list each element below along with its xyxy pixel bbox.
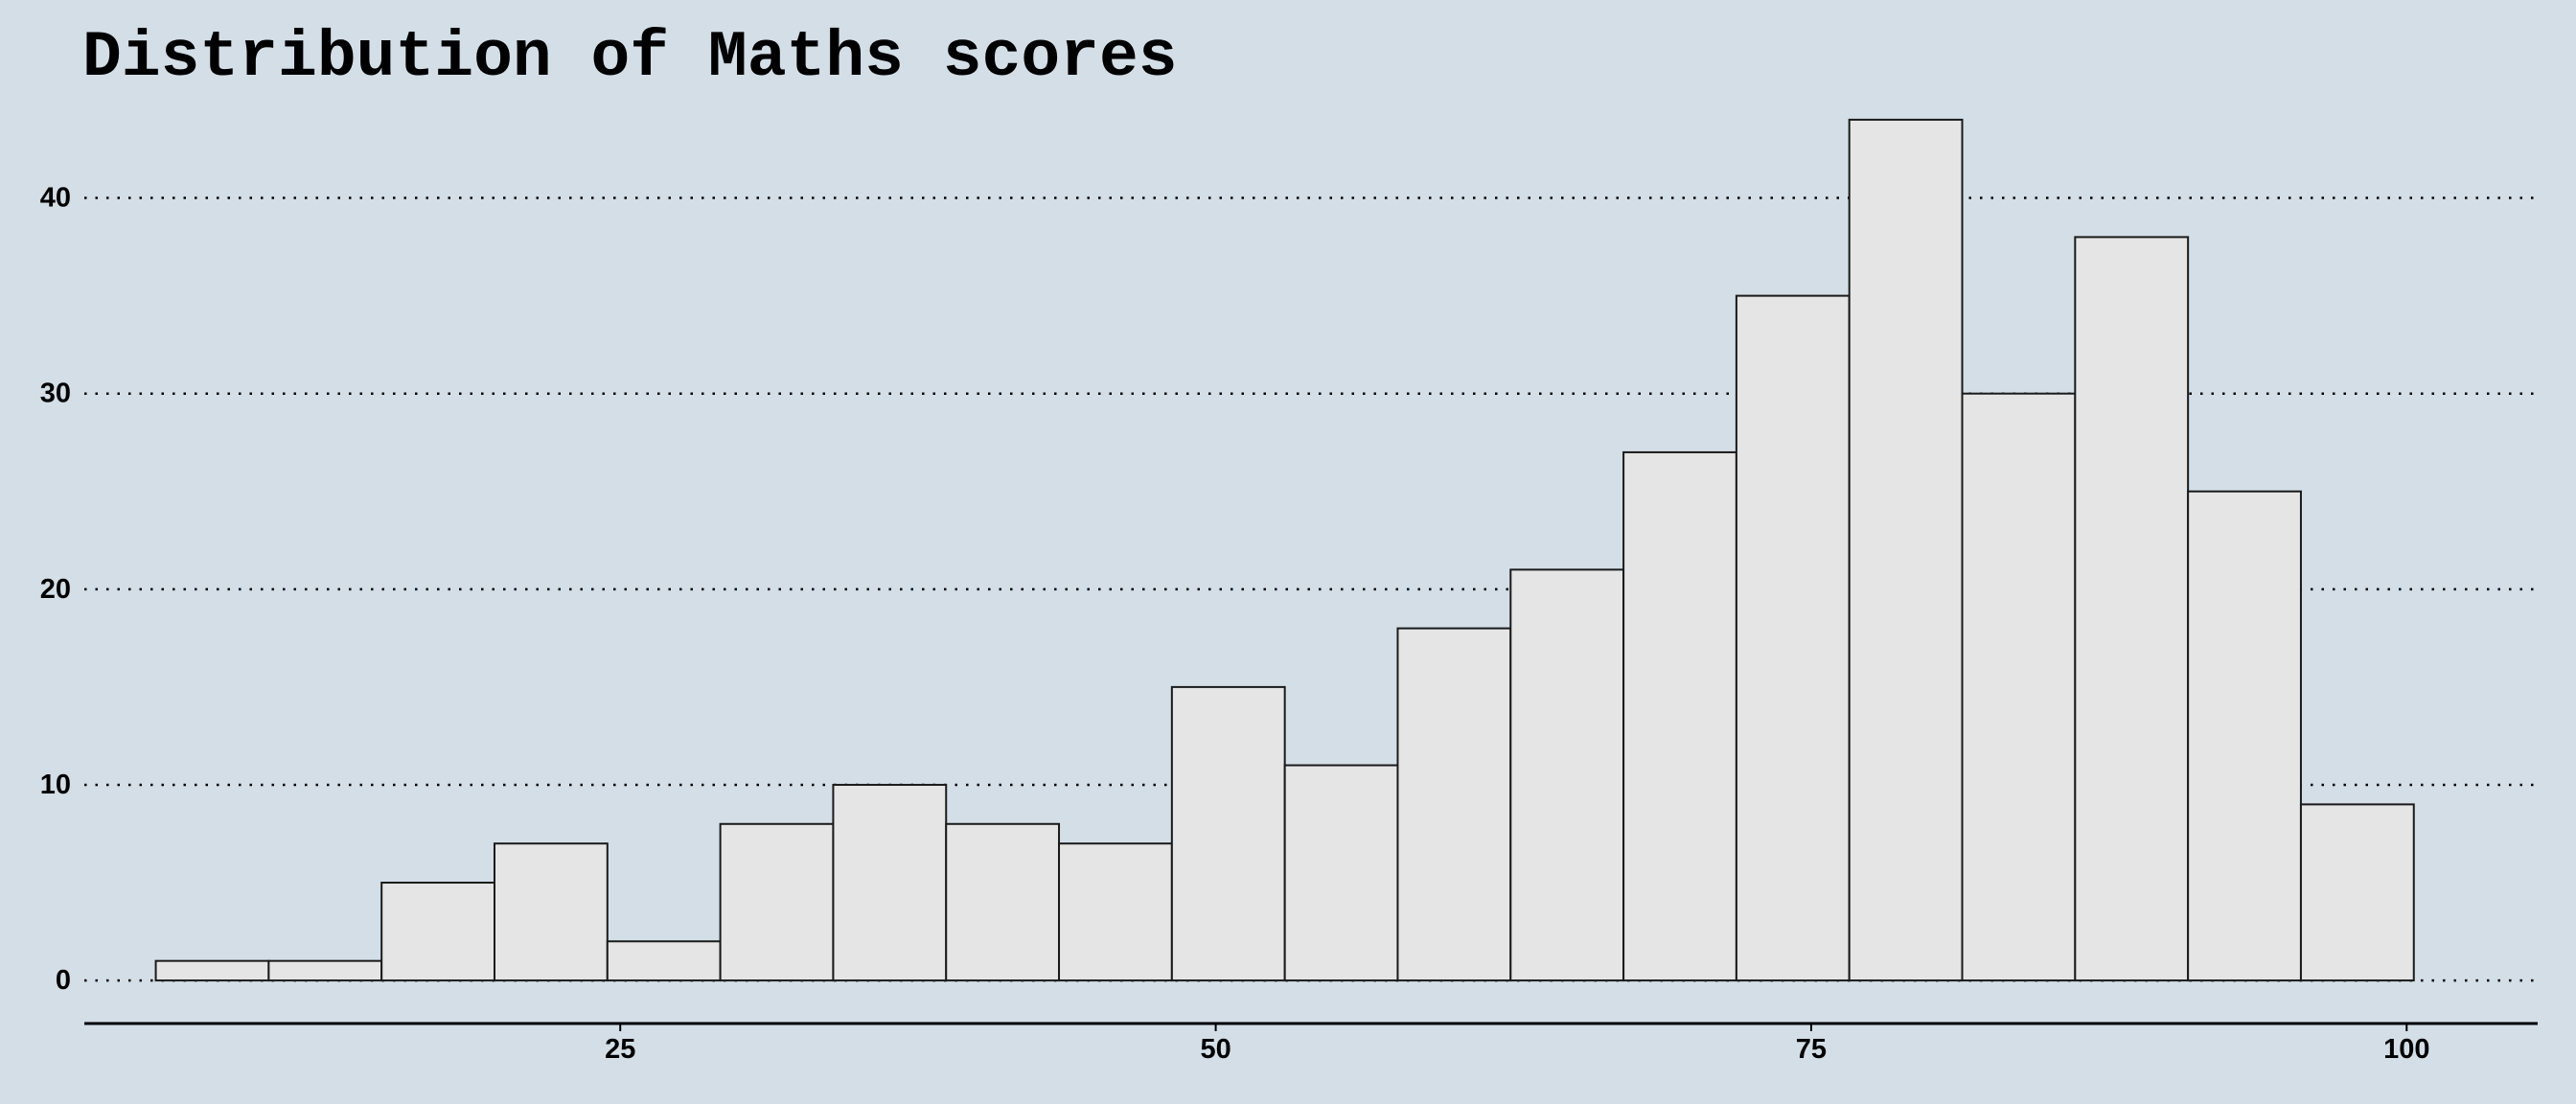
histogram-bar: [2187, 490, 2302, 982]
histogram-bar: [1622, 450, 1737, 982]
histogram-bar: [719, 822, 835, 982]
y-tick-label: 0: [56, 965, 71, 996]
histogram-bar: [945, 822, 1061, 982]
x-axis-ticks: 25 50 75 100: [605, 1024, 2429, 1065]
histogram-bars: [154, 118, 2415, 982]
histogram-bar: [154, 959, 270, 982]
x-tick-label: 50: [1200, 1034, 1230, 1065]
histogram-bar: [1848, 118, 1964, 982]
histogram-bar: [832, 783, 948, 982]
histogram-bar: [606, 940, 722, 982]
histogram-bar: [1509, 568, 1625, 982]
histogram-bar: [1058, 842, 1173, 982]
y-axis-ticks: 0 10 20 30 40: [40, 183, 71, 997]
histogram-bar: [1961, 392, 2077, 982]
x-tick-label: 75: [1796, 1034, 1827, 1065]
histogram-bar: [1396, 627, 1512, 982]
histogram-bar: [2074, 236, 2190, 982]
chart-title: Distribution of Maths scores: [82, 21, 1178, 95]
histogram-bar: [2299, 803, 2415, 982]
y-tick-label: 10: [40, 770, 71, 800]
histogram-bar: [267, 959, 383, 982]
histogram-bar: [1283, 764, 1399, 982]
x-tick-label: 25: [605, 1034, 635, 1065]
histogram-bar: [380, 882, 495, 982]
y-tick-label: 20: [40, 574, 71, 605]
histogram-bar: [493, 842, 609, 982]
histogram-bar: [1735, 294, 1851, 982]
histogram-bar: [1170, 685, 1286, 982]
x-tick-label: 100: [2383, 1034, 2429, 1065]
y-tick-label: 40: [40, 183, 71, 214]
y-tick-label: 30: [40, 379, 71, 409]
